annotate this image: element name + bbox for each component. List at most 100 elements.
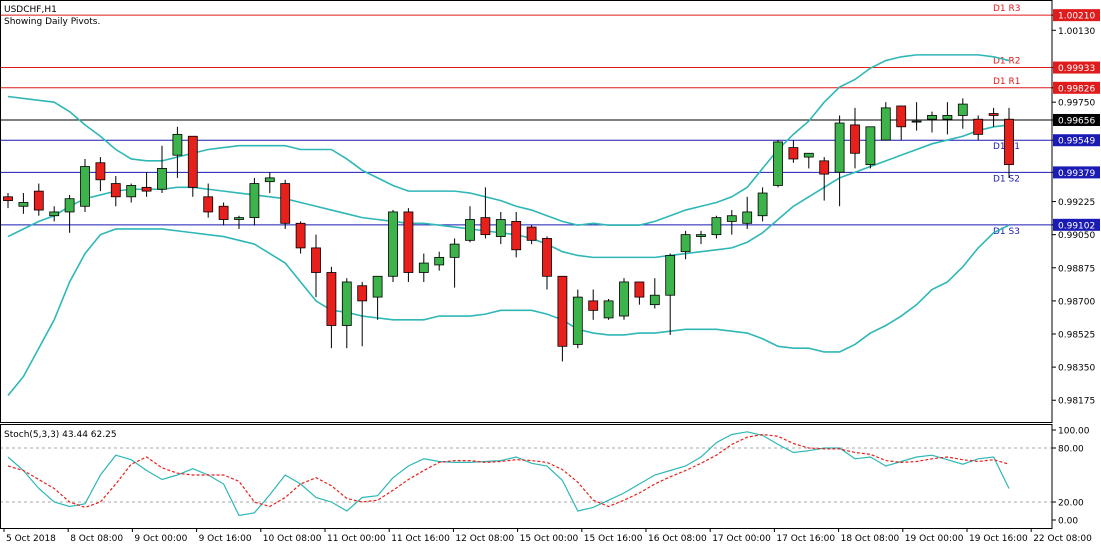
candle[interactable] [218,202,229,226]
stochastic-pane[interactable] [0,431,1052,517]
candle[interactable] [33,183,44,216]
candle[interactable] [634,281,645,305]
candle[interactable] [834,115,845,207]
candle[interactable] [896,105,907,141]
candle-body [680,234,691,253]
candle[interactable] [973,115,984,141]
candle[interactable] [126,183,137,203]
candle-body [218,205,229,220]
candle[interactable] [819,157,830,201]
candle[interactable] [449,238,460,288]
candle[interactable] [649,278,660,309]
candle[interactable] [911,102,922,131]
time-tick-label: 15 Oct 00:00 [520,534,579,544]
candle[interactable] [742,196,753,229]
price-tick-label: 0.99549 [1058,137,1095,147]
candle[interactable] [172,126,183,178]
candle[interactable] [711,215,722,239]
time-tick-label: 8 Oct 08:00 [70,534,123,544]
candle[interactable] [988,107,999,127]
candle[interactable] [95,157,106,192]
candle[interactable] [619,278,629,320]
candle-body [311,247,321,273]
candle[interactable] [3,193,13,209]
candle-body [157,168,167,190]
candle[interactable] [927,111,937,133]
candle-body [911,120,922,123]
candle[interactable] [49,206,60,222]
price-tick-label: 0.99225 [1058,198,1095,208]
candle[interactable] [603,298,614,320]
candle-body [18,202,29,207]
candle[interactable] [434,251,445,271]
candle[interactable] [850,107,860,169]
candle[interactable] [372,275,383,320]
candle[interactable] [403,208,414,282]
candle[interactable] [203,183,214,218]
candle[interactable] [418,253,429,282]
candle[interactable] [665,253,676,335]
candle[interactable] [572,289,583,349]
candle-body [603,300,614,319]
candle[interactable] [357,281,368,347]
candle-body [495,219,506,237]
candle[interactable] [341,278,352,349]
candle[interactable] [264,172,275,194]
time-tick-label: 11 Oct 16:00 [391,534,450,544]
candle[interactable] [803,152,814,169]
candle-body [572,296,583,345]
candle-body [773,141,783,186]
stoch-level-label: 100.00 [1058,427,1090,437]
candle[interactable] [880,102,891,141]
candle[interactable] [1004,107,1014,178]
candle[interactable] [295,221,306,254]
candle[interactable] [64,194,75,233]
candle[interactable] [234,215,244,229]
candle[interactable] [542,236,552,290]
time-tick-label: 12 Oct 08:00 [455,534,514,544]
candle[interactable] [557,275,568,362]
candle[interactable] [865,126,876,169]
candle-body [418,262,429,273]
candle-body [449,243,460,258]
price-tick-label: 1.00210 [1058,12,1095,22]
bollinger-upper-line [7,54,1010,227]
candle[interactable] [280,179,291,229]
candle[interactable] [957,98,968,129]
candle[interactable] [480,187,491,239]
candle-body [234,217,244,220]
candle-body [1004,118,1014,166]
candle[interactable] [942,102,953,135]
candle[interactable] [588,289,599,320]
candle-body [480,217,491,236]
candle[interactable] [388,210,398,282]
price-tick-label: 0.99750 [1058,99,1095,109]
candle[interactable] [110,175,121,207]
candle[interactable] [726,210,737,235]
candle[interactable] [465,206,475,243]
price-label-box [1053,166,1100,179]
price-tick-label: 0.98875 [1058,264,1095,274]
candle[interactable] [495,211,506,245]
candle[interactable] [696,230,706,245]
pivot-label: D1 S3 [993,227,1020,237]
candle[interactable] [249,177,260,226]
price-label-box [1053,61,1100,74]
candle[interactable] [680,230,691,260]
candle[interactable] [511,211,522,258]
candle[interactable] [18,193,29,214]
candle[interactable] [526,225,537,245]
candle[interactable] [80,158,90,212]
candle[interactable] [311,234,321,298]
candle[interactable] [187,135,198,197]
candle[interactable] [141,172,152,197]
candle[interactable] [326,266,337,349]
candle[interactable] [757,187,768,222]
candle[interactable] [157,145,167,194]
candle[interactable] [788,140,799,163]
candle[interactable] [773,140,783,188]
price-tick-label: 0.98525 [1058,331,1095,341]
